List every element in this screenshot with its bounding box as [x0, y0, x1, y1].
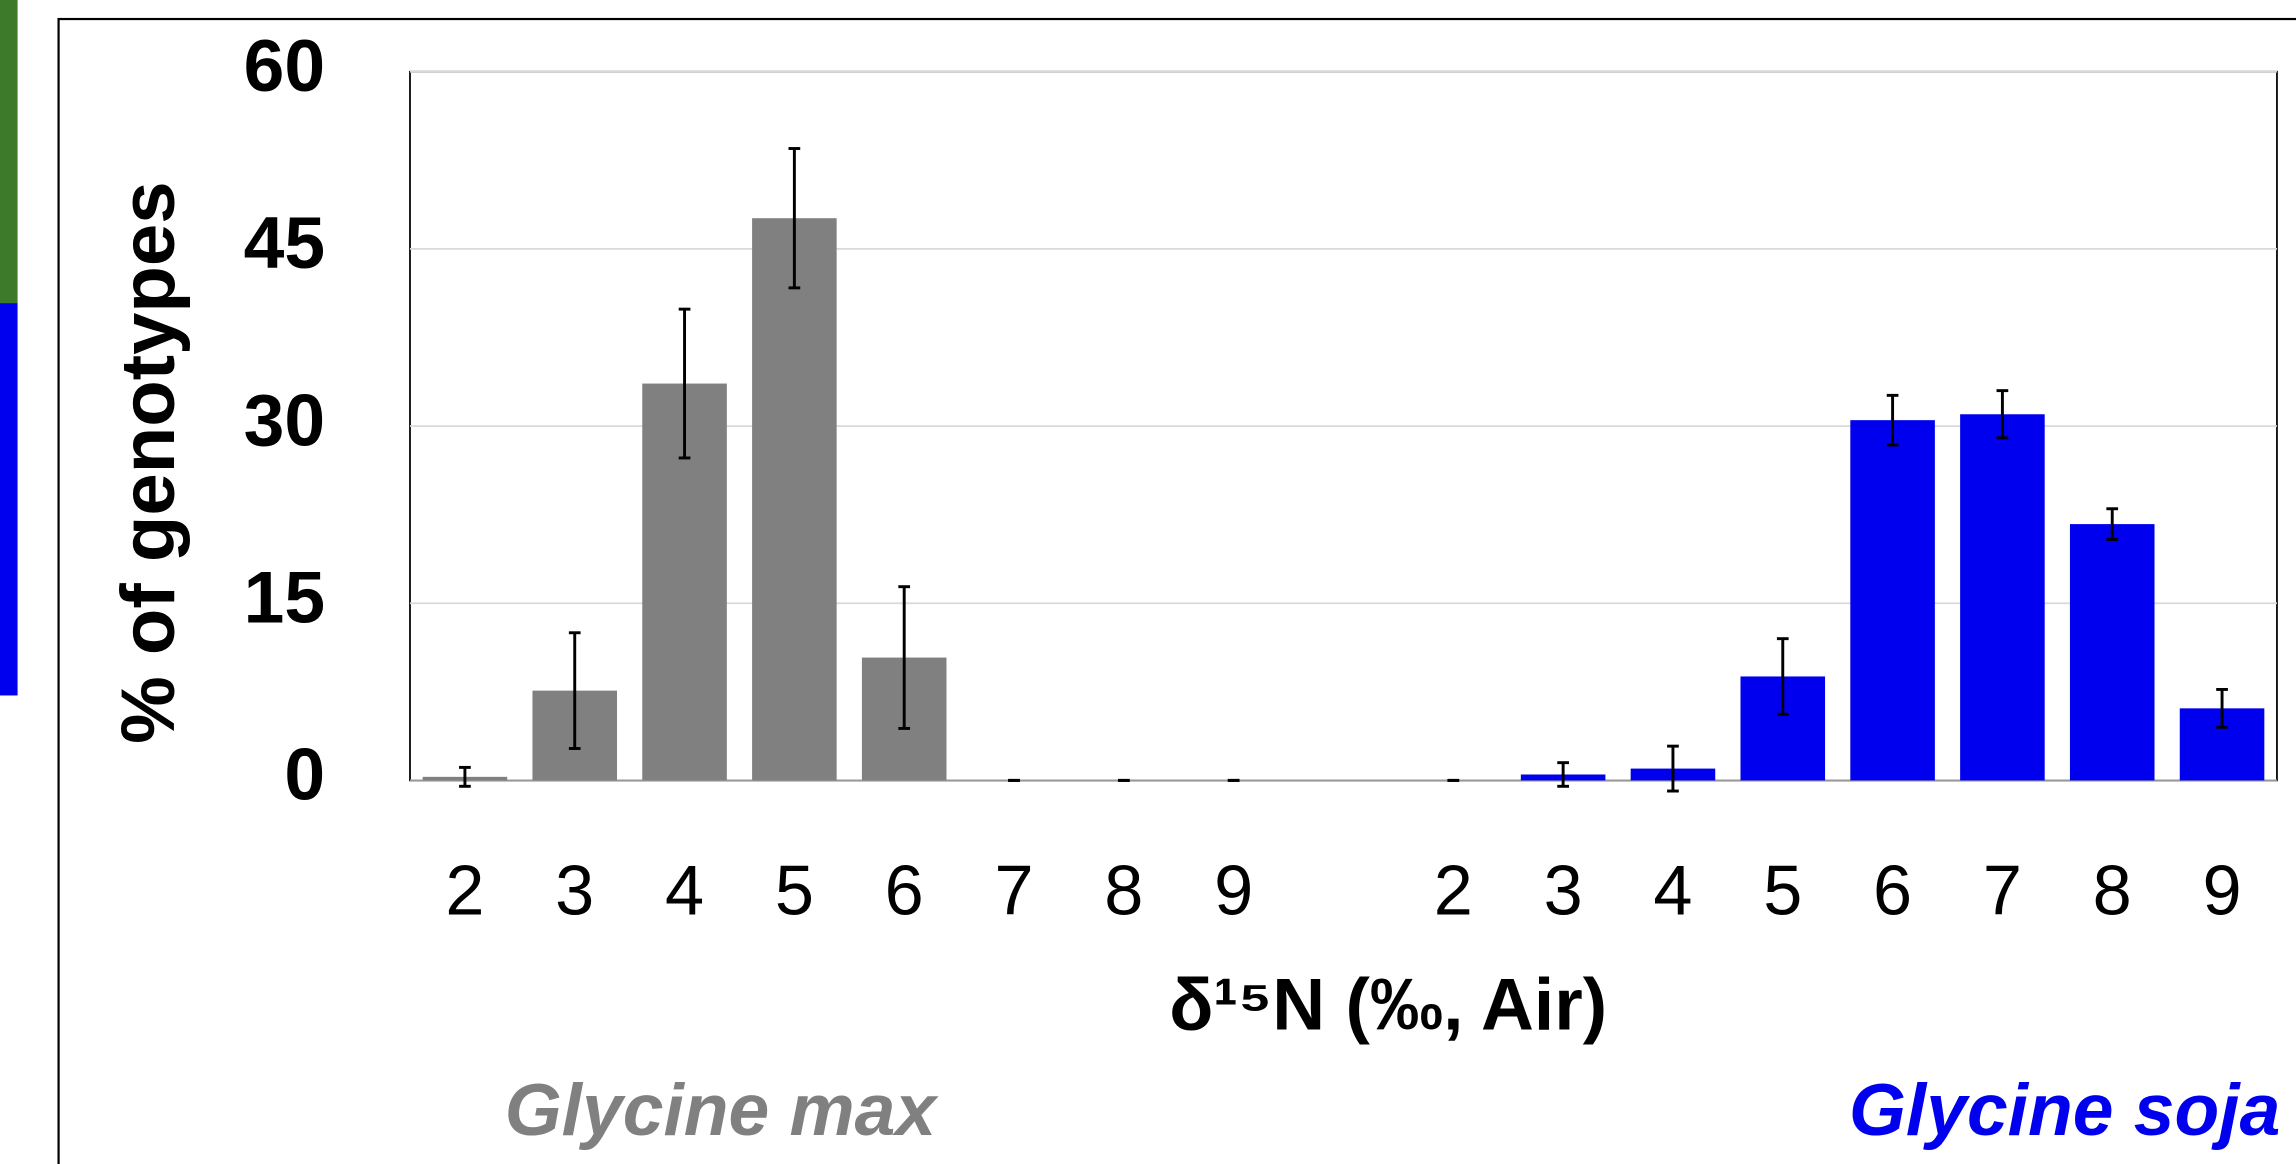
- y-axis-label: % of genotypes: [106, 181, 191, 744]
- y-tick-label: 30: [244, 379, 325, 461]
- y-tick-label: 15: [244, 557, 325, 639]
- x-tick-label: 2: [1434, 851, 1473, 930]
- bar: [1850, 420, 1935, 781]
- x-tick-label: 7: [994, 851, 1033, 930]
- blue-strip: [0, 303, 18, 696]
- x-tick-label: 8: [2093, 851, 2132, 930]
- x-tick-label: 2: [445, 851, 484, 930]
- x-tick-label: 5: [775, 851, 814, 930]
- legend-label: Glycine max: [505, 1069, 940, 1151]
- error-bar: [459, 765, 471, 788]
- x-tick-label: 3: [1544, 851, 1583, 930]
- x-tick-label: 6: [1873, 851, 1912, 930]
- x-tick-label: 5: [1763, 851, 1802, 930]
- bar: [2069, 524, 2155, 781]
- error-bar: [1996, 389, 2009, 440]
- legend-label: Glycine soja: [1849, 1069, 2280, 1151]
- error-bar: [1557, 761, 1569, 788]
- error-bar: [1667, 744, 1679, 793]
- bar: [1960, 414, 2045, 781]
- x-tick-label: 8: [1104, 851, 1143, 930]
- x-tick-label: 7: [1983, 851, 2022, 930]
- x-axis-label: δ¹⁵N (‰, Air): [1169, 964, 1607, 1046]
- y-tick-label: 0: [284, 734, 325, 816]
- photo-strip: [0, 0, 18, 304]
- error-bar: [1886, 393, 1899, 447]
- error-bar: [2106, 507, 2119, 541]
- x-tick-label: 6: [885, 851, 924, 930]
- y-tick-label: 45: [244, 202, 325, 284]
- x-tick-label: 4: [665, 851, 704, 930]
- x-tick-label: 4: [1653, 851, 1692, 930]
- error-bar: [788, 147, 801, 290]
- error-bar: [1776, 637, 1789, 716]
- x-tick-label: 9: [1214, 851, 1253, 930]
- x-tick-label: 3: [555, 851, 594, 930]
- x-tick-label: 9: [2203, 851, 2242, 930]
- error-bar: [678, 307, 691, 460]
- error-bar: [568, 631, 581, 750]
- error-bar: [2216, 687, 2228, 729]
- frame: [57, 17, 2296, 1164]
- bar: [752, 218, 837, 781]
- y-tick-label: 60: [244, 25, 325, 107]
- error-bar: [898, 585, 911, 730]
